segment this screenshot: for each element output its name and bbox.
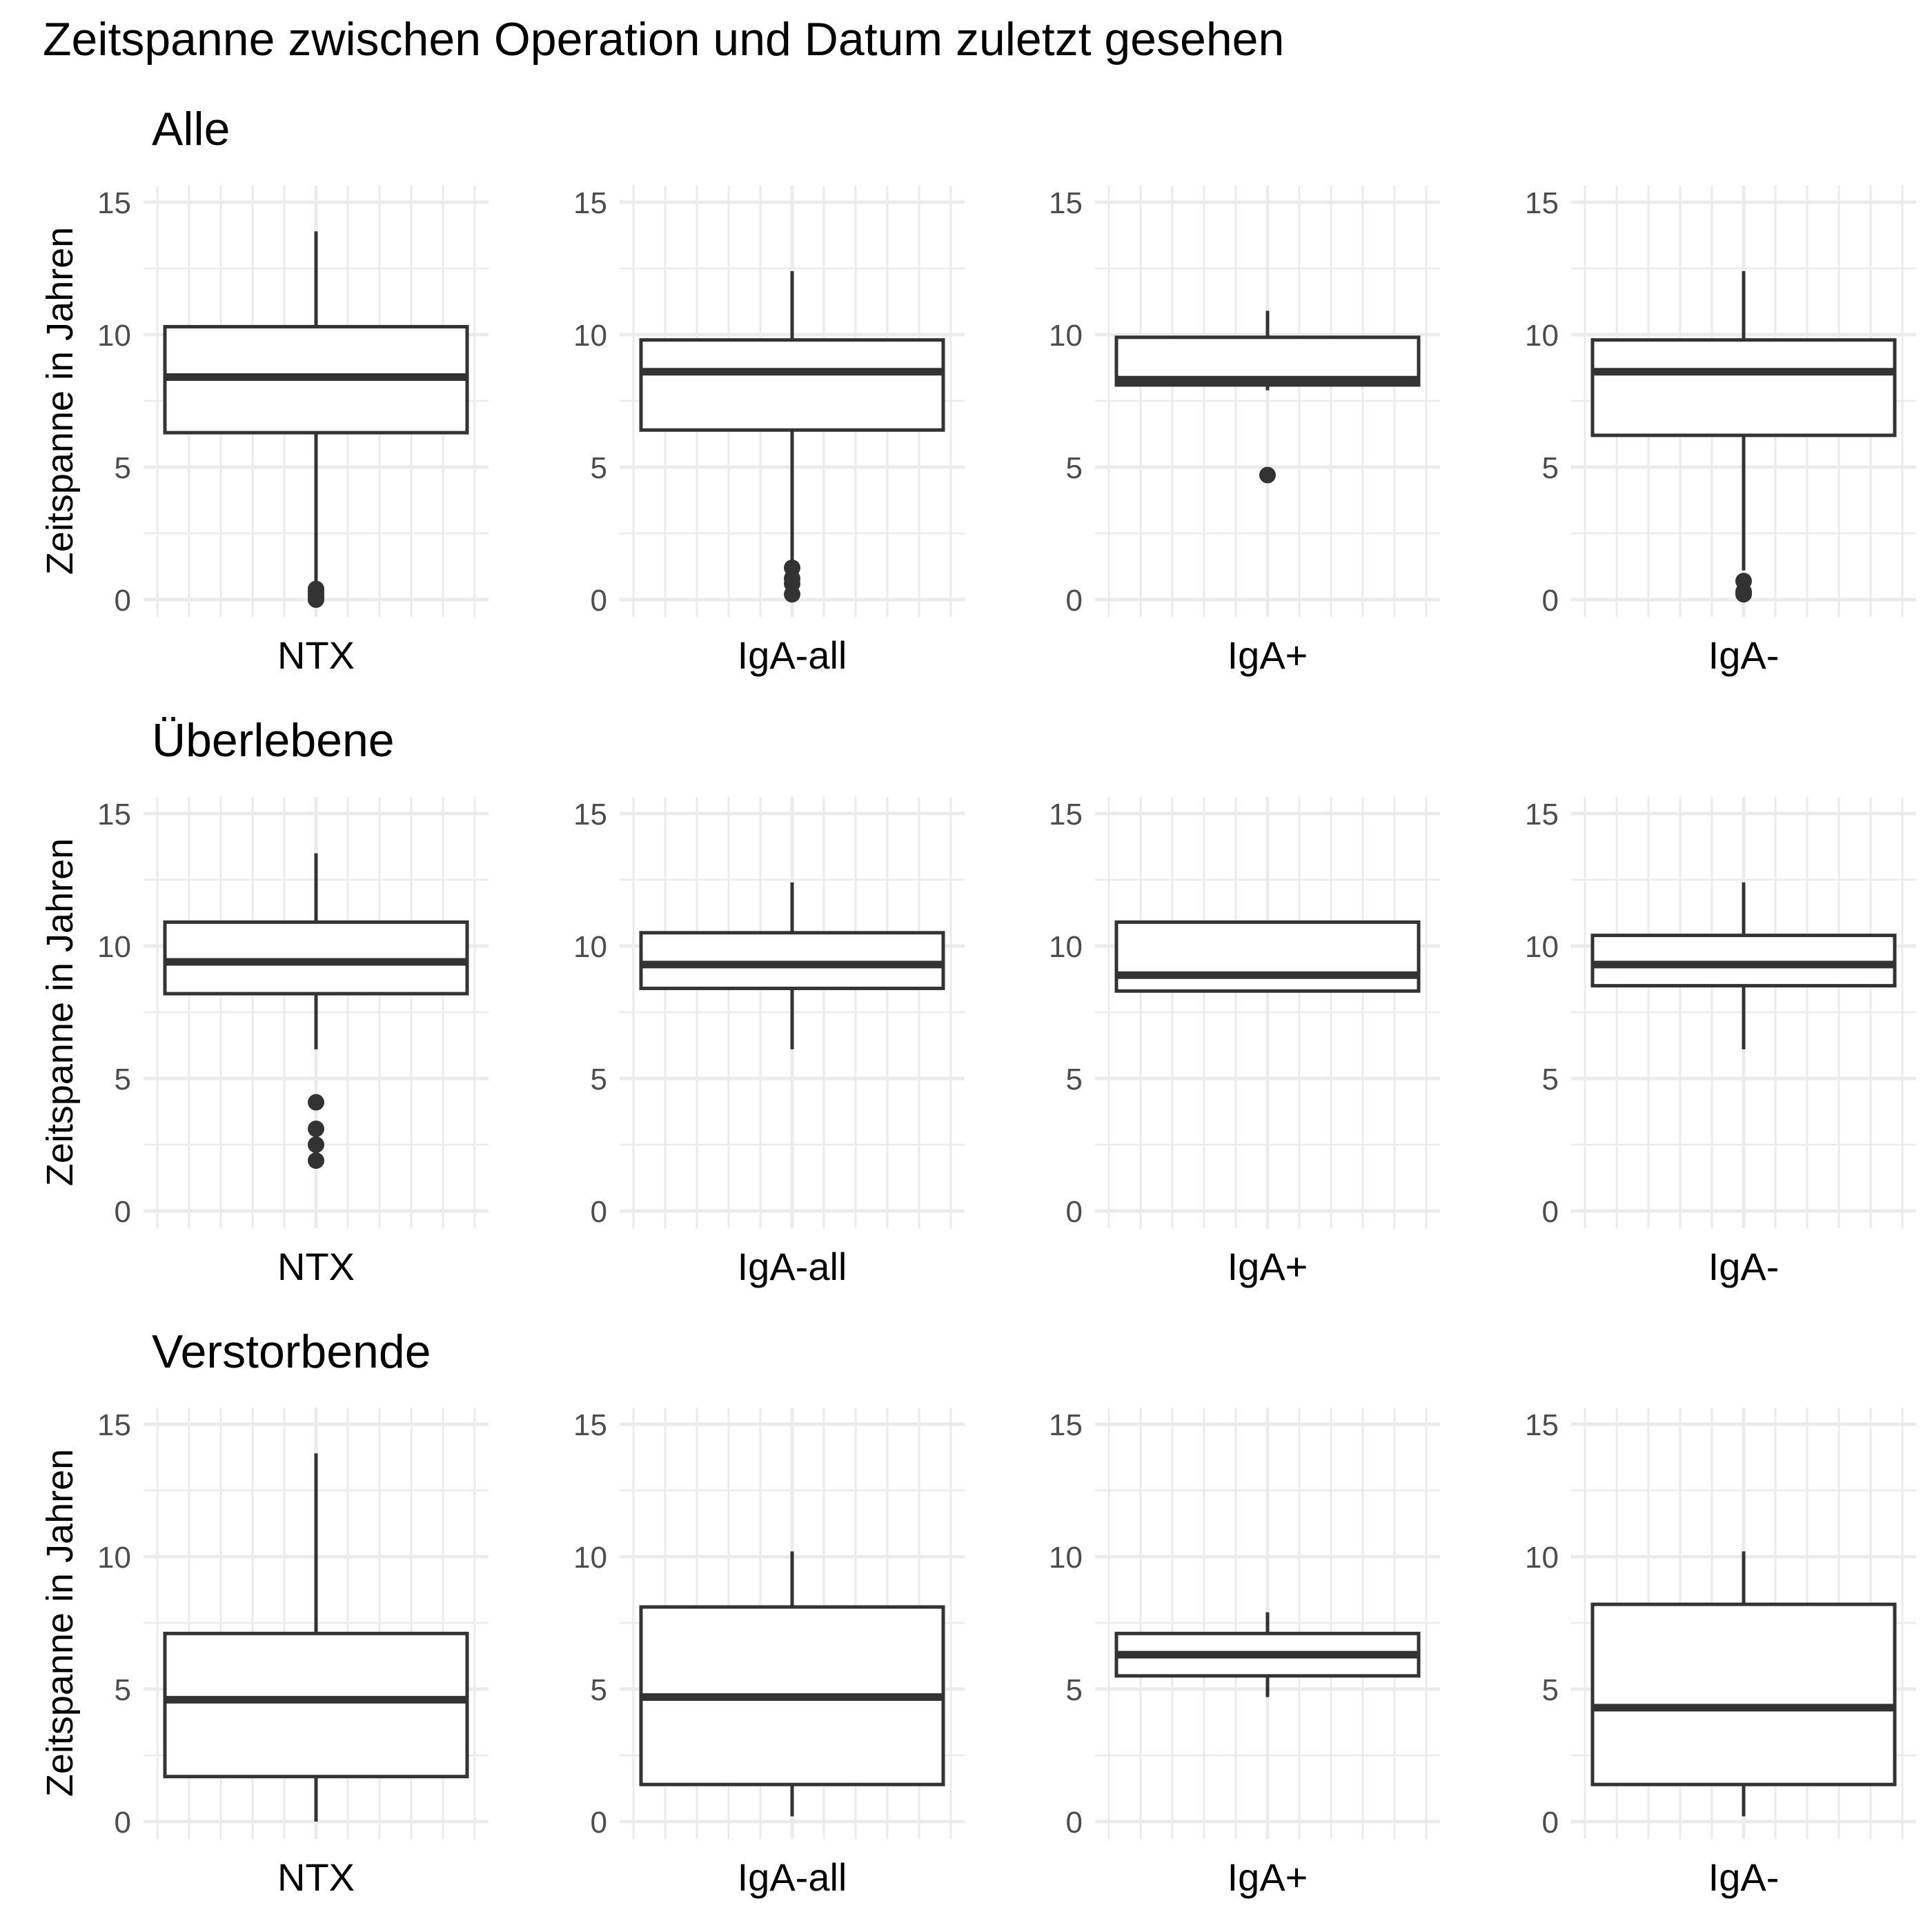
outlier-point [308, 1152, 324, 1170]
y-tick-label: 5 [1066, 1673, 1083, 1707]
y-tick-label: 0 [1066, 1195, 1083, 1229]
y-axis-label: Zeitspanne in Jahren [39, 227, 81, 575]
outlier-point [308, 1136, 324, 1153]
y-tick-label: 15 [573, 186, 607, 220]
facet-panel: 0 5 10 15 NTX [97, 1408, 489, 1899]
iqr-box [1590, 338, 1897, 437]
y-tick-label: 0 [591, 584, 607, 618]
x-category-label: IgA+ [1228, 1245, 1308, 1288]
y-tick-label: 15 [1525, 798, 1559, 831]
y-tick-label: 10 [1525, 1541, 1559, 1575]
y-tick-label: 10 [97, 319, 131, 353]
y-tick-label: 10 [1049, 1541, 1083, 1575]
y-tick-label: 5 [591, 1063, 607, 1096]
y-tick-label: 15 [1049, 798, 1083, 831]
y-tick-label: 5 [1066, 451, 1083, 485]
y-tick-label: 15 [1525, 186, 1559, 220]
facet-panel: 0 5 10 15 IgA-all [573, 186, 965, 677]
facet-panel: 0 5 10 15 IgA-all [573, 1408, 965, 1899]
facet-panel: 0 5 10 15 NTX [97, 186, 489, 677]
y-tick-label: 10 [1049, 930, 1083, 964]
facet-panel: 0 5 10 15 IgA-all [573, 797, 965, 1288]
y-tick-label: 0 [1066, 584, 1083, 618]
x-category-label: IgA- [1708, 1855, 1780, 1899]
y-tick-label: 5 [1542, 451, 1559, 485]
y-tick-label: 5 [591, 451, 607, 485]
y-tick-label: 5 [591, 1673, 607, 1707]
row-title: Verstorbende [152, 1325, 431, 1378]
y-tick-label: 0 [1542, 1195, 1559, 1229]
y-tick-label: 0 [1542, 1806, 1559, 1840]
y-tick-label: 0 [591, 1195, 607, 1229]
y-tick-label: 5 [1542, 1063, 1559, 1096]
outlier-point [308, 580, 324, 598]
y-tick-label: 10 [573, 319, 607, 353]
chart-title: Zeitspanne zwischen Operation und Datum … [43, 13, 1285, 66]
y-axis-label: Zeitspanne in Jahren [39, 838, 81, 1186]
iqr-box [1114, 920, 1421, 993]
y-tick-label: 15 [97, 186, 131, 220]
x-category-label: NTX [277, 1245, 355, 1288]
y-tick-label: 15 [1525, 1408, 1559, 1442]
y-tick-label: 10 [1049, 319, 1083, 353]
x-category-label: IgA+ [1228, 1855, 1308, 1899]
facet-panel: 0 5 10 15 NTX [97, 797, 489, 1288]
x-category-label: IgA-all [738, 1245, 847, 1288]
y-tick-label: 10 [97, 930, 131, 964]
facet-row: Alle Zeitspanne in Jahren 0 5 10 15 NTX 0 5 10 15 I… [39, 103, 1916, 677]
row-title: Alle [152, 103, 230, 155]
y-tick-label: 0 [1542, 584, 1559, 618]
iqr-box [1590, 1602, 1897, 1786]
y-tick-label: 0 [1066, 1806, 1083, 1840]
row-title: Überlebene [152, 714, 395, 767]
x-category-label: IgA-all [738, 633, 847, 677]
iqr-box [639, 931, 945, 990]
y-tick-label: 5 [115, 1673, 131, 1707]
iqr-box [163, 1631, 469, 1779]
y-tick-label: 0 [115, 1806, 131, 1840]
iqr-box [1590, 934, 1897, 988]
y-tick-label: 10 [573, 1541, 607, 1575]
x-category-label: NTX [277, 1855, 355, 1899]
y-tick-label: 0 [115, 584, 131, 618]
y-tick-label: 5 [115, 1063, 131, 1096]
x-category-label: IgA- [1708, 633, 1780, 677]
y-tick-label: 5 [115, 451, 131, 485]
y-tick-label: 10 [97, 1541, 131, 1575]
x-category-label: NTX [277, 633, 355, 677]
y-tick-label: 15 [573, 1408, 607, 1442]
y-tick-label: 15 [573, 798, 607, 831]
y-tick-label: 15 [1049, 186, 1083, 220]
outlier-point [1735, 573, 1752, 590]
facet-panel: 0 5 10 15 IgA- [1525, 797, 1916, 1288]
outlier-point [308, 1120, 324, 1137]
y-tick-label: 5 [1066, 1063, 1083, 1096]
y-tick-label: 15 [97, 1408, 131, 1442]
facet-row: Verstorbende Zeitspanne in Jahren 0 5 10 15 NT… [39, 1325, 1916, 1899]
y-tick-label: 10 [1525, 319, 1559, 353]
y-tick-label: 5 [1542, 1673, 1559, 1707]
facet-panel: 0 5 10 15 IgA- [1525, 186, 1916, 677]
y-tick-label: 15 [1049, 1408, 1083, 1442]
outlier-point [784, 559, 800, 576]
y-tick-label: 0 [591, 1806, 607, 1840]
outlier-point [308, 1094, 324, 1111]
x-category-label: IgA- [1708, 1245, 1780, 1288]
outlier-point [1259, 466, 1276, 484]
y-tick-label: 15 [97, 798, 131, 831]
facet-panel: 0 5 10 15 IgA- [1525, 1408, 1916, 1899]
x-category-label: IgA+ [1228, 633, 1308, 677]
x-category-label: IgA-all [738, 1855, 847, 1899]
iqr-box [639, 338, 945, 432]
y-tick-label: 0 [115, 1195, 131, 1229]
facet-panel: 0 5 10 15 IgA+ [1049, 797, 1440, 1288]
facet-panel: 0 5 10 15 IgA+ [1049, 1408, 1440, 1899]
iqr-box [163, 920, 469, 996]
y-tick-label: 10 [1525, 930, 1559, 964]
y-tick-label: 10 [573, 930, 607, 964]
y-axis-label: Zeitspanne in Jahren [39, 1449, 81, 1797]
facet-panel: 0 5 10 15 IgA+ [1049, 186, 1440, 677]
